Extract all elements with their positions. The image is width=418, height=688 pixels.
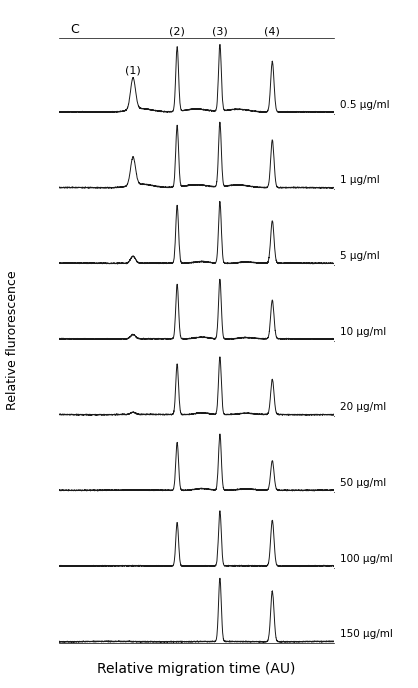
Text: 100 μg/ml: 100 μg/ml <box>340 554 393 564</box>
Text: 0.5 μg/ml: 0.5 μg/ml <box>340 100 390 109</box>
Text: C: C <box>71 23 79 36</box>
Text: 5 μg/ml: 5 μg/ml <box>340 251 380 261</box>
Text: 50 μg/ml: 50 μg/ml <box>340 478 386 488</box>
Text: Relative migration time (AU): Relative migration time (AU) <box>97 662 296 676</box>
Text: 20 μg/ml: 20 μg/ml <box>340 402 386 413</box>
Text: 150 μg/ml: 150 μg/ml <box>340 630 393 640</box>
Text: (1): (1) <box>125 66 141 76</box>
Text: 1 μg/ml: 1 μg/ml <box>340 175 380 185</box>
Text: (2): (2) <box>169 26 185 36</box>
Text: (3): (3) <box>212 26 228 36</box>
Text: (4): (4) <box>265 26 280 36</box>
Text: Relative flurorescence: Relative flurorescence <box>6 271 19 410</box>
Text: 10 μg/ml: 10 μg/ml <box>340 327 386 337</box>
